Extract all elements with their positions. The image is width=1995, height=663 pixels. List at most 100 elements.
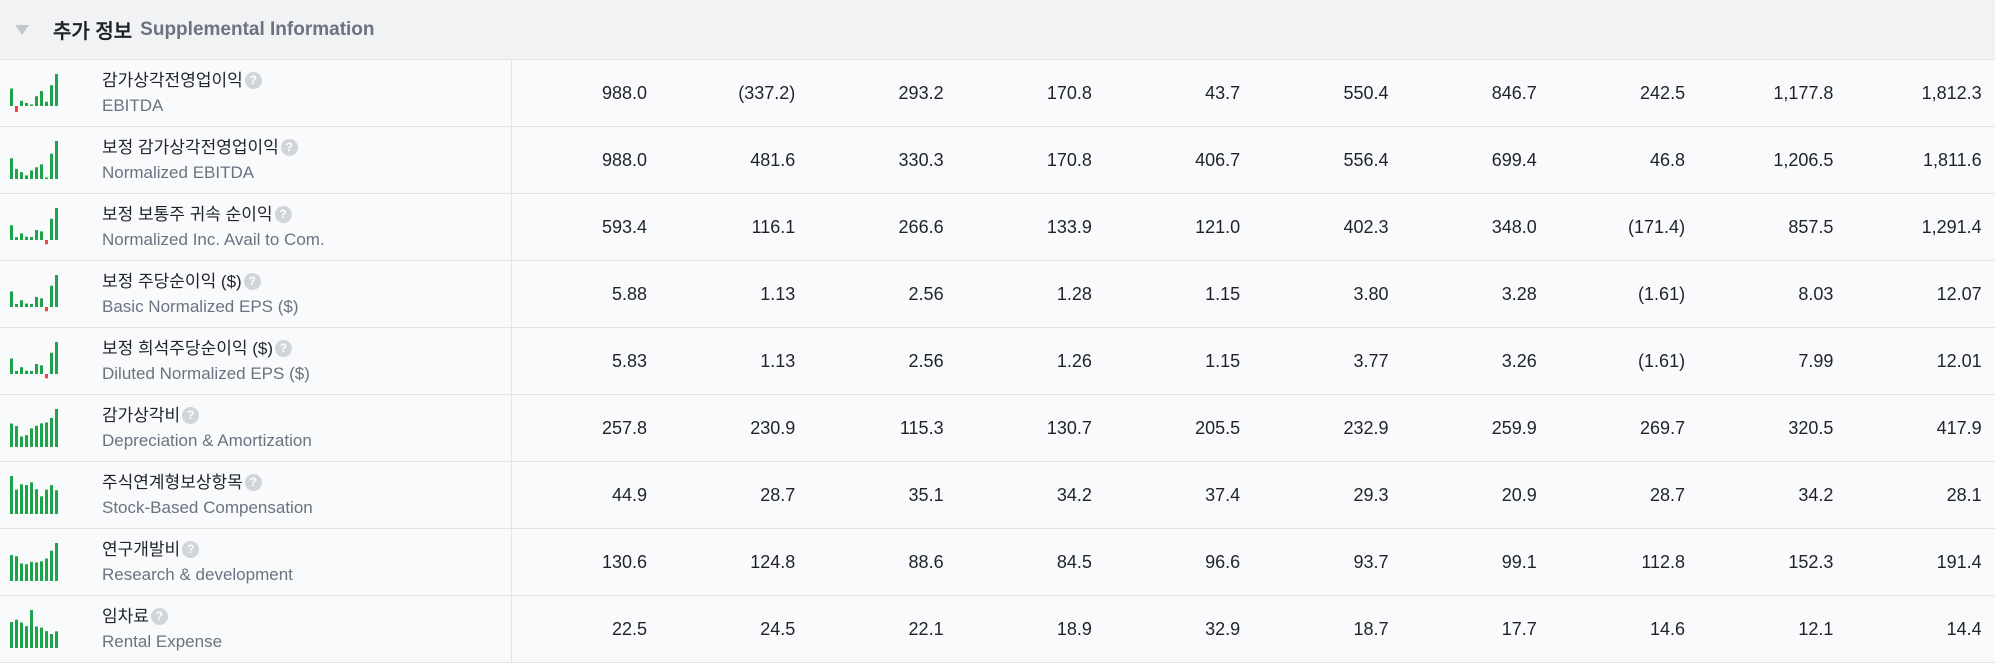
value-cell: 28.7 — [1650, 484, 1686, 505]
sparkline-bar — [35, 425, 38, 447]
label-en: Rental Expense — [102, 632, 223, 651]
value-cell: 32.9 — [1205, 618, 1241, 639]
sparkline-bar — [10, 423, 13, 447]
help-icon[interactable]: ? — [182, 407, 200, 424]
sparkline-bar — [20, 436, 23, 447]
sparkline-bar — [50, 417, 53, 447]
value-cell: 121.0 — [1195, 216, 1241, 237]
label-ko: 연구개발비 — [102, 540, 181, 559]
value-cell: 133.9 — [1046, 216, 1092, 237]
value-cell: 29.3 — [1353, 484, 1389, 505]
value-cell: 34.2 — [1798, 484, 1834, 505]
sparkline-bar — [40, 298, 43, 307]
help-icon[interactable]: ? — [182, 541, 200, 558]
help-icon[interactable]: ? — [150, 608, 168, 625]
value-cell: 37.4 — [1205, 484, 1241, 505]
table-row: 임차료? Rental Expense 22.5 24.5 22.1 18.9 32.9 18… — [0, 596, 1995, 663]
sparkline-bar — [30, 237, 33, 240]
value-cell: 1,206.5 — [1773, 149, 1834, 170]
section-header[interactable]: 추가 정보 Supplemental Information — [0, 0, 1995, 60]
value-cell: 3.26 — [1501, 350, 1537, 371]
sparkline-bar — [50, 153, 53, 179]
sparkline-bar — [50, 285, 53, 307]
label-en: Normalized Inc. Avail to Com. — [102, 230, 325, 249]
value-cell: 1.13 — [760, 350, 796, 371]
value-cell: 232.9 — [1343, 417, 1389, 438]
help-icon[interactable]: ? — [274, 206, 292, 223]
sparkline-bar — [40, 231, 43, 240]
table-row: 주식연계형보상항목? Stock-Based Compensation 44.9 28… — [0, 462, 1995, 529]
sparkline-bar — [25, 175, 28, 179]
label-en: Depreciation & Amortization — [102, 431, 312, 450]
sparkline-chart — [10, 476, 58, 514]
value-cell: 7.99 — [1798, 350, 1834, 371]
sparkline-bar — [55, 342, 58, 374]
sparkline-bar — [25, 564, 28, 581]
sparkline-bar — [10, 622, 13, 648]
value-cell: 12.01 — [1936, 350, 1982, 371]
label-ko: 감가상각전영업이익 — [102, 71, 243, 90]
help-icon[interactable]: ? — [274, 340, 292, 357]
section-title-ko: 추가 정보 — [53, 21, 133, 43]
sparkline-bar — [10, 158, 13, 179]
table-row: 보정 감가상각전영업이익? Normalized EBITDA 988.0 481.6… — [0, 127, 1995, 194]
sparkline-bar — [40, 423, 43, 447]
value-cell: (171.4) — [1628, 216, 1686, 237]
value-cell: 35.1 — [908, 484, 944, 505]
sparkline-chart — [10, 141, 58, 179]
help-icon[interactable]: ? — [243, 273, 261, 290]
table-row: 연구개발비? Research & development 130.6 124.8 88… — [0, 529, 1995, 596]
help-icon[interactable]: ? — [280, 139, 298, 156]
value-cell: 12.07 — [1936, 283, 1982, 304]
value-cell: 28.1 — [1946, 484, 1982, 505]
sparkline-bar — [25, 435, 28, 447]
sparkline-bar — [30, 561, 33, 581]
value-cell: 593.4 — [601, 216, 647, 237]
value-cell: 124.8 — [750, 551, 796, 572]
table-row: 감가상각전영업이익? EBITDA 988.0 (337.2) 293.2 170.8 43… — [0, 60, 1995, 127]
value-cell: (1.61) — [1638, 283, 1686, 304]
value-cell: 205.5 — [1195, 417, 1241, 438]
value-cell: 84.5 — [1056, 551, 1092, 572]
triangle-down-icon[interactable] — [15, 24, 29, 35]
row-label: 임차료? Rental Expense — [0, 596, 512, 662]
help-icon[interactable]: ? — [244, 72, 262, 89]
sparkline-chart — [10, 543, 58, 581]
row-label: 보정 주당순이익 ($)? Basic Normalized EPS ($) — [0, 261, 512, 327]
sparkline-bar — [30, 610, 33, 648]
sparkline-chart — [10, 275, 58, 312]
help-icon[interactable]: ? — [244, 474, 262, 491]
sparkline-bar — [35, 562, 38, 581]
sparkline-bar — [20, 367, 23, 374]
value-cell: 1.15 — [1205, 283, 1241, 304]
sparkline-bar — [15, 556, 18, 581]
sparkline-chart — [10, 74, 58, 112]
sparkline-bar — [25, 626, 28, 648]
row-label: 감가상각비? Depreciation & Amortization — [0, 395, 512, 461]
value-cell: 1.15 — [1205, 350, 1241, 371]
sparkline-bar — [20, 172, 23, 179]
sparkline-bar — [15, 237, 18, 240]
sparkline-bar — [45, 631, 48, 648]
sparkline-bar — [40, 164, 43, 179]
sparkline-bar — [10, 88, 13, 106]
row-label: 감가상각전영업이익? EBITDA — [0, 60, 512, 126]
value-cell: 257.8 — [601, 417, 647, 438]
value-cell: 18.9 — [1056, 618, 1092, 639]
sparkline-bar — [15, 489, 18, 514]
label-en: Research & development — [102, 565, 293, 584]
value-cell: 550.4 — [1343, 82, 1389, 103]
sparkline-bar — [25, 485, 28, 514]
label-en: Normalized EBITDA — [102, 163, 255, 182]
row-label: 보정 보통주 귀속 순이익? Normalized Inc. Avail to C… — [0, 194, 512, 260]
value-cell: 44.9 — [611, 484, 647, 505]
value-cell: 3.77 — [1353, 350, 1389, 371]
value-cell: 1,812.3 — [1921, 82, 1982, 103]
sparkline-bar — [35, 363, 38, 374]
value-cell: 1,177.8 — [1773, 82, 1834, 103]
sparkline-bar — [35, 96, 38, 106]
sparkline-bar — [50, 634, 53, 648]
value-cell: 99.1 — [1501, 551, 1537, 572]
sparkline-bar — [15, 426, 18, 447]
sparkline-bar — [15, 619, 18, 648]
